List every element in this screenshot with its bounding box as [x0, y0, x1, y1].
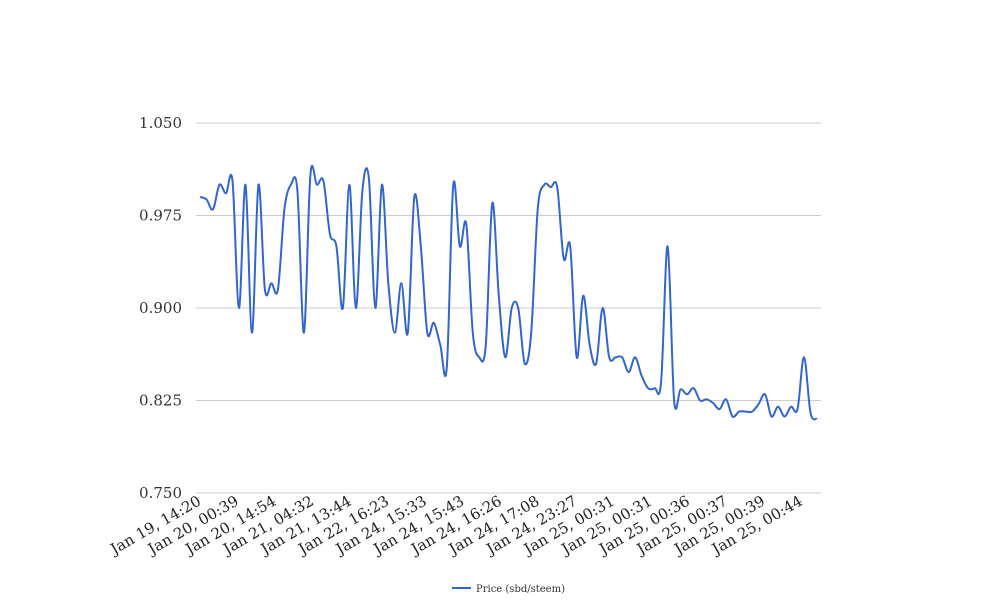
series-lines — [199, 164, 818, 421]
legend-label: Price (sbd/steem) — [476, 584, 565, 595]
y-tick-label: 0.825 — [139, 392, 182, 410]
y-axis-ticks: 1.050 0.975 0.900 0.825 0.750 — [139, 114, 182, 502]
legend[interactable]: Price (sbd/steem) — [452, 584, 565, 595]
y-tick-label: 0.900 — [139, 299, 182, 317]
series-line — [199, 164, 818, 421]
y-tick-label: 0.975 — [139, 207, 182, 225]
y-tick-label: 1.050 — [139, 114, 182, 132]
gridlines — [196, 122, 821, 494]
y-tick-label: 0.750 — [139, 484, 182, 502]
